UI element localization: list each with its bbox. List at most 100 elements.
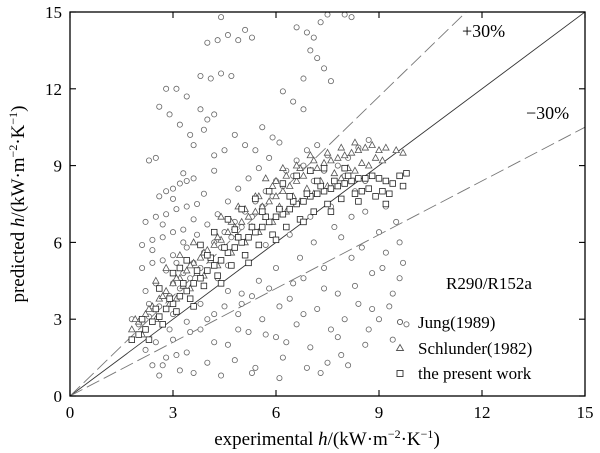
data-point-schlunder [368, 140, 377, 148]
data-point-jung [156, 193, 163, 200]
data-point-present-work [351, 190, 359, 197]
data-point-jung [382, 249, 389, 256]
data-point-jung [248, 34, 255, 41]
data-point-jung [248, 293, 255, 300]
data-point-present-work [252, 195, 259, 203]
data-point-present-work [396, 172, 403, 180]
data-point-jung [272, 264, 279, 271]
data-point-present-work [348, 177, 355, 185]
data-point-jung [180, 170, 187, 177]
data-point-jung [379, 264, 386, 271]
data-point-schlunder [189, 258, 198, 266]
data-point-present-work [324, 200, 331, 208]
data-point-schlunder [340, 151, 349, 159]
data-point-jung [362, 341, 369, 348]
data-point-present-work [331, 177, 338, 185]
data-point-jung [321, 285, 328, 292]
data-point-schlunder [330, 169, 339, 177]
data-point-jung [403, 321, 410, 328]
data-point-present-work [231, 226, 238, 233]
data-point-present-work [204, 267, 211, 274]
data-point-jung [307, 213, 314, 220]
data-point-jung [324, 12, 331, 18]
data-point-present-work [176, 292, 184, 300]
data-point-jung [303, 364, 310, 371]
data-point-jung [176, 121, 183, 128]
data-point-present-work [217, 257, 225, 264]
data-point-schlunder [347, 148, 356, 156]
data-point-jung [204, 39, 211, 46]
data-point-jung [300, 311, 307, 318]
data-point-jung [221, 303, 228, 310]
data-point-jung [317, 19, 324, 26]
data-point-schlunder [162, 286, 171, 294]
data-point-jung [204, 116, 211, 123]
data-point-jung [307, 47, 314, 54]
data-point-jung [152, 339, 159, 346]
data-points [127, 12, 410, 382]
data-point-schlunder [392, 146, 401, 154]
data-point-schlunder [261, 174, 270, 182]
x-tick-label: 0 [66, 403, 75, 422]
data-point-jung [221, 147, 228, 154]
data-point-present-work [272, 236, 280, 244]
data-point-present-work [279, 211, 287, 218]
axis-ticks [69, 11, 586, 397]
data-point-jung [142, 346, 149, 353]
data-point-jung [348, 14, 355, 21]
data-point-jung [375, 229, 382, 236]
data-point-present-work [183, 257, 190, 264]
data-point-jung [324, 359, 331, 366]
data-point-jung [386, 303, 393, 310]
data-point-jung [190, 175, 197, 182]
data-point-present-work [269, 231, 276, 238]
y-tick-label: 3 [54, 310, 63, 329]
data-point-present-work [403, 170, 410, 177]
data-point-schlunder [282, 171, 291, 179]
legend-marker-present-work [396, 370, 404, 377]
data-point-present-work [166, 295, 173, 302]
data-point-jung [166, 111, 173, 118]
data-point-jung [231, 131, 238, 138]
data-point-jung [276, 139, 283, 146]
x-axis-title: experimental h/(kW·m−2·K−1) [214, 427, 440, 450]
data-point-jung [173, 259, 180, 266]
data-point-jung [231, 357, 238, 364]
data-point-present-work [224, 216, 232, 223]
data-point-jung [204, 221, 211, 228]
data-point-jung [327, 326, 334, 333]
data-point-present-work [180, 280, 187, 287]
x-tick-label: 9 [375, 403, 384, 422]
data-point-present-work [128, 336, 135, 343]
plot-frame [69, 11, 586, 397]
data-point-schlunder [351, 138, 359, 146]
data-point-jung [235, 326, 242, 333]
data-point-jung [341, 316, 348, 323]
data-point-present-work [156, 313, 163, 320]
data-point-jung [331, 224, 338, 231]
tick-labels: 0 3 6 9 12 15 0 3 6 9 12 15 [45, 3, 594, 422]
data-point-jung [139, 241, 146, 248]
data-point-schlunder [327, 156, 335, 164]
data-point-present-work [190, 280, 197, 287]
data-point-schlunder [268, 181, 277, 189]
data-point-jung [211, 339, 218, 346]
data-point-jung [197, 300, 204, 307]
data-point-jung [255, 277, 262, 284]
data-point-present-work [362, 175, 369, 182]
data-point-jung [310, 34, 317, 41]
y-tick-label: 9 [54, 157, 63, 176]
data-point-present-work [382, 177, 390, 185]
y-tick-label: 0 [54, 387, 63, 406]
legend-label-present-work: the present work [418, 364, 532, 383]
data-point-jung [235, 311, 242, 318]
data-point-jung [351, 282, 358, 289]
data-point-jung [156, 103, 163, 110]
data-point-schlunder [351, 166, 359, 174]
data-point-jung [358, 244, 365, 251]
data-point-jung [355, 300, 362, 307]
data-point-schlunder [213, 233, 222, 241]
data-point-jung [211, 311, 218, 318]
data-point-jung [149, 236, 156, 243]
data-point-present-work [159, 321, 166, 328]
